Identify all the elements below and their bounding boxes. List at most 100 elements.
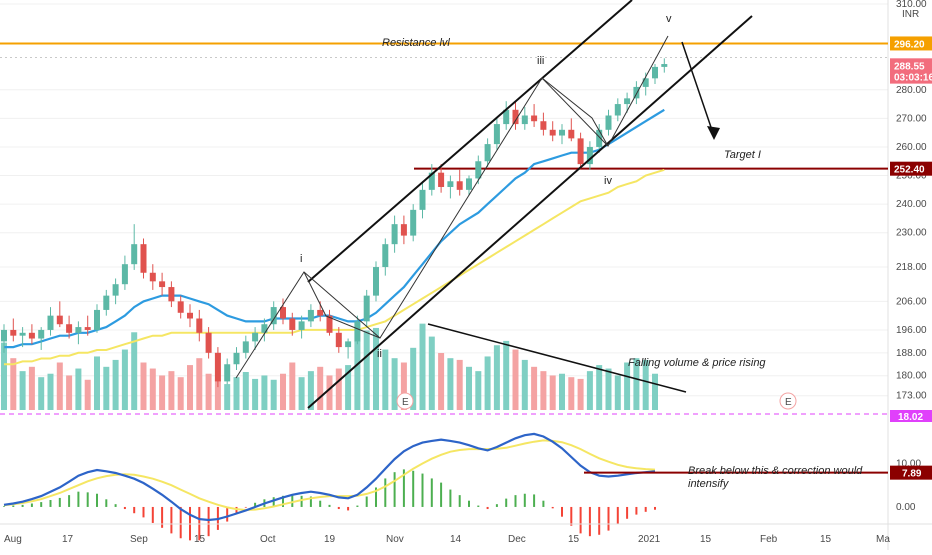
volume-bar — [363, 330, 370, 410]
volume-bar — [289, 362, 296, 410]
candle-body — [521, 115, 528, 125]
candle-body — [354, 321, 361, 342]
candle-body — [586, 146, 593, 165]
candle-body — [633, 86, 640, 99]
wave-triangle-right[interactable] — [541, 77, 609, 147]
target-label: Target I — [724, 149, 761, 161]
candle-body — [159, 281, 166, 288]
volume-bar — [642, 359, 649, 410]
x-tick-label: Aug — [4, 534, 22, 545]
candle-body — [224, 364, 231, 382]
macd-level-tag-label: 7.89 — [902, 469, 922, 480]
candle-body — [466, 178, 472, 190]
volume-bar — [521, 359, 528, 410]
volume-bar — [168, 371, 175, 410]
volume-bar — [10, 358, 17, 410]
earnings-marker[interactable] — [779, 392, 797, 410]
candle-body — [289, 318, 296, 330]
volume-layer — [1, 323, 658, 410]
volume-bar — [512, 349, 519, 410]
wave-label-i: i — [300, 253, 302, 265]
volume-bar — [214, 379, 221, 410]
candle-body — [373, 267, 379, 296]
channel-upper-line[interactable] — [307, 0, 633, 283]
volume-bar — [577, 378, 584, 410]
volume-bar — [270, 379, 277, 410]
volume-bar — [484, 356, 491, 410]
candle-body — [577, 138, 584, 165]
candle-body — [428, 172, 435, 190]
earnings-marker-label: E — [785, 397, 792, 408]
indicator-top-tag-label: 18.02 — [898, 412, 923, 423]
volume-bar — [354, 340, 361, 410]
x-tick-label: Oct — [260, 534, 276, 545]
volume-trend-line[interactable] — [427, 323, 687, 393]
volume-bar — [391, 358, 398, 410]
candle-body — [177, 301, 184, 313]
candle-body — [559, 129, 565, 136]
indicator-note-line2: intensify — [688, 478, 730, 490]
volume-bar — [84, 379, 91, 410]
wave-label-iv: iv — [604, 175, 612, 187]
x-tick-label: Dec — [508, 534, 526, 545]
candle-body — [205, 332, 212, 353]
wave-triangle-left[interactable] — [303, 271, 381, 339]
volume-bar — [28, 366, 35, 410]
price-tick-label: 270.00 — [896, 113, 927, 124]
candle-body — [493, 124, 500, 145]
candle-body — [168, 287, 175, 302]
volume-bar — [456, 359, 463, 410]
price-tick-label: 180.00 — [896, 371, 927, 382]
indicator-tick-label: 0.00 — [896, 502, 916, 513]
candle-body — [410, 209, 417, 236]
volume-bar — [103, 366, 110, 410]
currency-label: INR — [902, 9, 919, 20]
volume-bar — [410, 347, 417, 410]
signal-line — [3, 439, 656, 512]
volume-bar — [475, 371, 482, 410]
price-tick-label: 260.00 — [896, 142, 927, 153]
x-tick-label: 15 — [568, 534, 580, 545]
candle-body — [19, 332, 26, 336]
candle-body — [503, 109, 510, 125]
candle-body — [149, 272, 156, 282]
volume-bar — [177, 377, 184, 410]
candle-body — [614, 104, 621, 116]
candle-body — [661, 64, 668, 67]
candle-body — [456, 181, 463, 190]
volume-bar — [559, 373, 565, 410]
x-tick-label: 14 — [450, 534, 462, 545]
candle-body — [652, 66, 658, 79]
volume-bar — [159, 375, 166, 410]
candle-body — [56, 315, 63, 325]
candle-body — [112, 284, 119, 296]
volume-bar — [624, 362, 631, 410]
price-tick-label: 250.00 — [896, 171, 927, 182]
candle-body — [549, 129, 556, 136]
candle-body — [270, 307, 277, 325]
wave-count-line[interactable] — [235, 35, 669, 379]
projection-arrow[interactable] — [681, 41, 715, 137]
volume-bar — [75, 368, 82, 410]
volume-bar — [428, 336, 435, 410]
candle-body — [131, 244, 138, 265]
candle-body — [512, 109, 519, 125]
earnings-marker[interactable] — [396, 392, 414, 410]
candle-body — [624, 98, 631, 105]
candle-body — [307, 309, 314, 322]
volume-bar — [317, 366, 324, 410]
candle-body — [419, 189, 426, 210]
drawing-layer — [235, 0, 753, 409]
candle-body — [363, 295, 370, 322]
channel-lower-line[interactable] — [307, 15, 753, 409]
volume-bar — [149, 368, 156, 410]
volume-bar — [493, 345, 500, 410]
candle-body — [335, 332, 342, 348]
volume-bar — [307, 371, 314, 410]
volume-bar — [140, 362, 147, 410]
x-tick-label: Feb — [760, 534, 778, 545]
volume-bar — [252, 378, 259, 410]
price-tag-box — [890, 58, 932, 73]
